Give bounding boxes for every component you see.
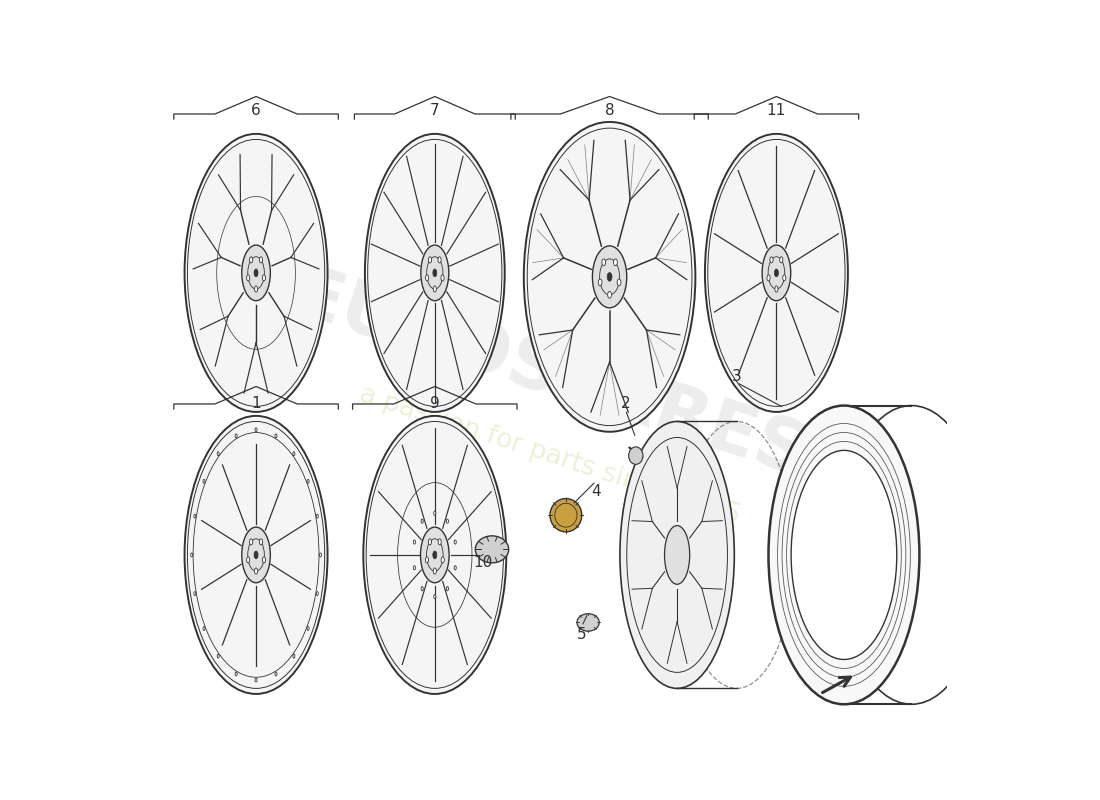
Ellipse shape xyxy=(254,269,258,277)
Text: 9: 9 xyxy=(430,397,440,411)
Ellipse shape xyxy=(524,122,695,432)
Ellipse shape xyxy=(420,527,449,582)
Ellipse shape xyxy=(602,259,606,266)
Ellipse shape xyxy=(664,526,690,584)
Ellipse shape xyxy=(791,450,896,659)
Text: 1: 1 xyxy=(251,397,261,411)
Ellipse shape xyxy=(414,540,416,544)
Ellipse shape xyxy=(598,279,602,286)
Ellipse shape xyxy=(607,291,612,298)
Ellipse shape xyxy=(426,275,429,281)
Ellipse shape xyxy=(447,519,449,523)
Text: 2: 2 xyxy=(620,397,630,411)
Text: 11: 11 xyxy=(767,102,786,118)
Ellipse shape xyxy=(263,275,265,281)
Ellipse shape xyxy=(426,557,429,563)
Ellipse shape xyxy=(254,568,257,574)
Ellipse shape xyxy=(260,539,263,545)
Ellipse shape xyxy=(783,275,785,281)
Ellipse shape xyxy=(774,286,778,292)
Ellipse shape xyxy=(235,672,238,676)
Ellipse shape xyxy=(204,479,205,483)
Ellipse shape xyxy=(235,434,238,438)
Text: 5: 5 xyxy=(578,627,586,642)
Ellipse shape xyxy=(307,626,309,630)
Ellipse shape xyxy=(421,245,449,301)
Ellipse shape xyxy=(593,246,627,308)
Ellipse shape xyxy=(629,447,642,464)
Ellipse shape xyxy=(194,592,196,595)
Ellipse shape xyxy=(255,428,257,432)
Ellipse shape xyxy=(780,257,783,263)
Ellipse shape xyxy=(421,519,424,523)
Text: 7: 7 xyxy=(430,102,440,118)
Ellipse shape xyxy=(433,286,437,292)
Ellipse shape xyxy=(428,539,431,545)
Text: a passion for parts since 1985: a passion for parts since 1985 xyxy=(356,382,744,530)
Ellipse shape xyxy=(454,540,456,544)
Ellipse shape xyxy=(185,134,328,412)
Ellipse shape xyxy=(255,678,257,682)
Ellipse shape xyxy=(769,406,920,704)
Ellipse shape xyxy=(441,557,444,563)
Ellipse shape xyxy=(767,275,770,281)
Ellipse shape xyxy=(607,273,612,281)
Ellipse shape xyxy=(447,586,449,590)
Ellipse shape xyxy=(260,257,263,263)
Ellipse shape xyxy=(254,286,257,292)
Ellipse shape xyxy=(774,269,779,277)
Ellipse shape xyxy=(414,566,416,570)
Text: 3: 3 xyxy=(732,369,741,384)
Ellipse shape xyxy=(432,269,437,277)
Ellipse shape xyxy=(421,586,424,590)
Ellipse shape xyxy=(365,134,505,412)
Ellipse shape xyxy=(441,275,444,281)
Ellipse shape xyxy=(293,452,295,456)
Ellipse shape xyxy=(307,479,309,483)
Ellipse shape xyxy=(433,594,436,598)
Ellipse shape xyxy=(432,551,437,559)
Text: 4: 4 xyxy=(592,484,601,499)
Ellipse shape xyxy=(250,539,253,545)
Ellipse shape xyxy=(317,592,318,595)
Ellipse shape xyxy=(363,416,506,694)
Ellipse shape xyxy=(242,527,271,582)
Ellipse shape xyxy=(293,654,295,658)
Ellipse shape xyxy=(275,434,277,438)
Ellipse shape xyxy=(433,511,436,515)
Ellipse shape xyxy=(578,614,600,631)
Ellipse shape xyxy=(185,416,328,694)
Ellipse shape xyxy=(614,259,617,266)
Ellipse shape xyxy=(319,553,321,557)
Ellipse shape xyxy=(429,257,431,263)
Ellipse shape xyxy=(190,553,192,557)
Ellipse shape xyxy=(762,245,791,301)
Ellipse shape xyxy=(705,134,848,412)
Ellipse shape xyxy=(433,568,437,574)
Text: 8: 8 xyxy=(605,102,615,118)
Ellipse shape xyxy=(275,672,277,676)
Ellipse shape xyxy=(250,257,253,263)
Ellipse shape xyxy=(438,539,441,545)
Ellipse shape xyxy=(438,257,441,263)
Ellipse shape xyxy=(620,422,735,688)
Ellipse shape xyxy=(217,452,219,456)
Ellipse shape xyxy=(454,566,456,570)
Text: 10: 10 xyxy=(473,555,492,570)
Ellipse shape xyxy=(317,514,318,518)
Ellipse shape xyxy=(217,654,219,658)
Ellipse shape xyxy=(246,557,250,563)
Ellipse shape xyxy=(254,551,258,559)
Text: EUROSPARES: EUROSPARES xyxy=(284,261,816,492)
Text: 6: 6 xyxy=(251,102,261,118)
Ellipse shape xyxy=(242,245,271,301)
Ellipse shape xyxy=(770,257,773,263)
Ellipse shape xyxy=(246,275,250,281)
Ellipse shape xyxy=(475,536,508,563)
Ellipse shape xyxy=(617,279,620,286)
Ellipse shape xyxy=(550,498,582,532)
Ellipse shape xyxy=(194,514,196,518)
Ellipse shape xyxy=(204,626,205,630)
Ellipse shape xyxy=(263,557,265,563)
